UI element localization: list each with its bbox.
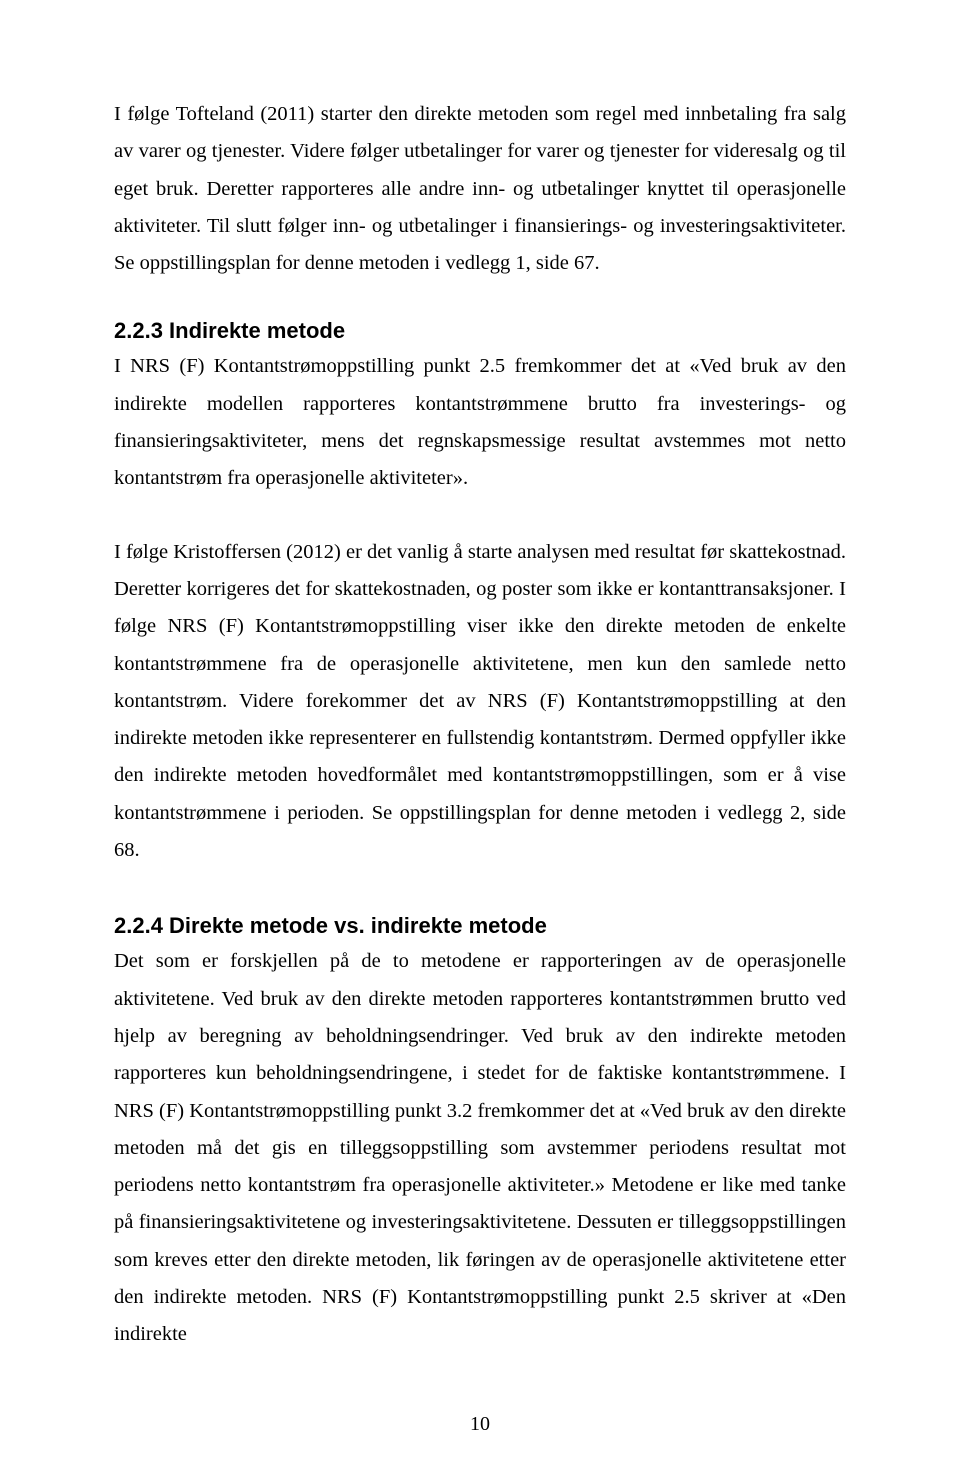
body-paragraph: I følge Tofteland (2011) starter den dir… <box>114 96 846 282</box>
body-paragraph: I følge Kristoffersen (2012) er det vanl… <box>114 534 846 870</box>
body-paragraph: Det som er forskjellen på de to metodene… <box>114 943 846 1353</box>
section-block: 2.2.4 Direkte metode vs. indirekte metod… <box>114 913 846 1353</box>
section-block: 2.2.3 Indirekte metode I NRS (F) Kontant… <box>114 318 846 869</box>
page-number: 10 <box>0 1413 960 1436</box>
section-heading-224: 2.2.4 Direkte metode vs. indirekte metod… <box>114 913 846 939</box>
document-page: I følge Tofteland (2011) starter den dir… <box>0 0 960 1460</box>
section-heading-223: 2.2.3 Indirekte metode <box>114 318 846 344</box>
body-paragraph: I NRS (F) Kontantstrømoppstilling punkt … <box>114 348 846 497</box>
